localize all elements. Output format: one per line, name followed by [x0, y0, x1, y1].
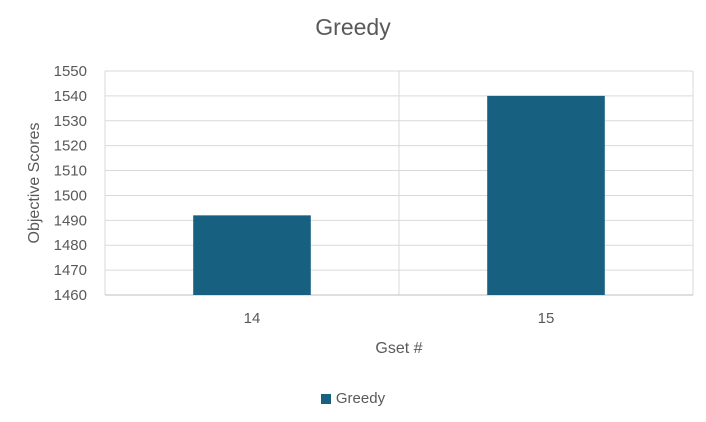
legend-swatch-greedy — [320, 393, 331, 404]
y-tick-label: 1460 — [54, 287, 87, 304]
y-tick-label: 1490 — [54, 212, 87, 229]
y-axis-label: Objective Scores — [26, 123, 43, 244]
y-axis-ticks: 1460 1470 1480 1490 1500 1510 1520 1530 1540 1550 — [54, 63, 87, 304]
x-tick-label: 14 — [244, 310, 261, 327]
y-tick-label: 1480 — [54, 237, 87, 254]
chart-title: Greedy — [315, 14, 391, 40]
x-axis-label: Gset # — [375, 340, 422, 357]
x-axis-ticks: 14 15 — [244, 310, 555, 327]
legend: Greedy — [0, 390, 706, 407]
bar-14 — [193, 215, 311, 295]
y-tick-label: 1540 — [54, 88, 87, 105]
y-tick-label: 1470 — [54, 262, 87, 279]
y-tick-label: 1530 — [54, 113, 87, 130]
y-tick-label: 1510 — [54, 163, 87, 180]
y-tick-label: 1520 — [54, 138, 87, 155]
x-tick-label: 15 — [538, 310, 555, 327]
y-tick-label: 1500 — [54, 187, 87, 204]
bar-15 — [487, 95, 605, 295]
legend-label-greedy: Greedy — [335, 390, 386, 407]
bars — [193, 95, 605, 295]
y-tick-label: 1550 — [54, 63, 87, 80]
